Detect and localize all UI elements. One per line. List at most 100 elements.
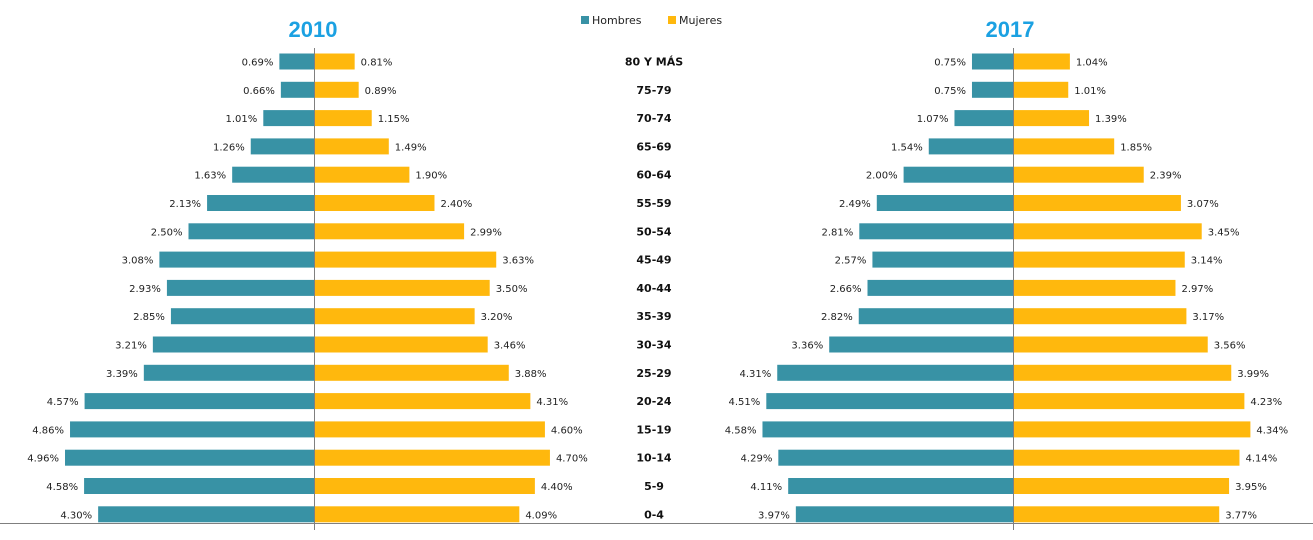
bar-hombres-2010-11 [143, 364, 314, 381]
bar-mujeres-2017-9 [1013, 308, 1187, 325]
age-group-label-10: 30-34 [636, 339, 672, 352]
data-label-hombres-2010-15: 4.58% [46, 482, 78, 493]
bar-mujeres-2017-1 [1013, 81, 1069, 98]
bar-mujeres-2010-14 [314, 449, 550, 466]
bar-mujeres-2010-16 [314, 506, 520, 523]
bar-hombres-2017-1 [971, 81, 1013, 98]
bar-mujeres-2010-11 [314, 364, 509, 381]
age-group-label-2: 70-74 [636, 112, 672, 125]
age-group-label-8: 40-44 [636, 282, 672, 295]
bar-hombres-2017-5 [876, 195, 1013, 211]
bar-hombres-2010-12 [84, 393, 314, 410]
bar-mujeres-2010-6 [314, 223, 465, 240]
data-label-hombres-2017-8: 2.66% [830, 284, 862, 295]
data-label-mujeres-2010-9: 3.20% [481, 312, 513, 323]
age-group-label-5: 55-59 [636, 197, 671, 210]
panel-title-2010: 2010 [289, 17, 338, 42]
data-label-hombres-2010-0: 0.69% [242, 58, 274, 69]
bar-hombres-2010-2 [263, 110, 314, 127]
data-label-hombres-2017-13: 4.58% [725, 425, 757, 436]
bar-mujeres-2017-4 [1013, 166, 1144, 183]
data-label-hombres-2017-15: 4.11% [750, 482, 782, 493]
data-label-hombres-2010-14: 4.96% [27, 454, 59, 465]
bar-hombres-2017-10 [829, 336, 1013, 353]
data-label-mujeres-2010-4: 1.90% [415, 171, 447, 182]
age-group-label-14: 10-14 [636, 452, 672, 465]
data-label-hombres-2010-10: 3.21% [115, 341, 147, 352]
bar-hombres-2010-13 [70, 421, 314, 438]
bar-mujeres-2010-3 [314, 138, 389, 155]
data-label-mujeres-2010-12: 4.31% [536, 397, 568, 408]
bar-mujeres-2010-10 [314, 336, 488, 353]
bar-mujeres-2010-5 [314, 195, 435, 211]
age-group-label-6: 50-54 [636, 225, 672, 238]
age-group-label-0: 80 Y MÁS [625, 56, 683, 69]
age-group-label-11: 25-29 [636, 367, 671, 380]
panel-2017: 2017 0.75% 1.04% 0.75% 1.01% 1.07% 1.39% 1.54%… [725, 17, 1288, 530]
bar-mujeres-2010-12 [314, 393, 531, 410]
data-label-mujeres-2017-14: 4.14% [1245, 454, 1277, 465]
data-label-hombres-2017-3: 1.54% [891, 142, 923, 153]
age-group-label-12: 20-24 [636, 395, 672, 408]
bar-hombres-2017-0 [971, 53, 1013, 70]
bar-hombres-2010-8 [166, 279, 314, 296]
data-label-mujeres-2017-8: 2.97% [1181, 284, 1213, 295]
data-label-mujeres-2017-11: 3.99% [1237, 369, 1269, 380]
bar-mujeres-2017-12 [1013, 393, 1245, 410]
bar-hombres-2017-14 [778, 449, 1013, 466]
data-label-mujeres-2017-13: 4.34% [1256, 425, 1288, 436]
bar-hombres-2017-15 [788, 478, 1013, 494]
data-label-mujeres-2017-5: 3.07% [1187, 199, 1219, 210]
data-label-hombres-2017-1: 0.75% [934, 86, 966, 97]
bar-mujeres-2017-10 [1013, 336, 1208, 353]
bar-mujeres-2010-13 [314, 421, 545, 438]
bar-hombres-2010-7 [159, 251, 314, 268]
bar-hombres-2017-3 [928, 138, 1013, 155]
bar-hombres-2010-0 [279, 53, 314, 70]
data-label-mujeres-2017-4: 2.39% [1150, 171, 1182, 182]
data-label-hombres-2017-0: 0.75% [934, 58, 966, 69]
bar-hombres-2010-6 [188, 223, 314, 240]
data-label-mujeres-2010-6: 2.99% [470, 227, 502, 238]
legend-swatch-mujeres [668, 16, 676, 24]
bar-mujeres-2017-6 [1013, 223, 1202, 240]
data-label-hombres-2010-13: 4.86% [32, 425, 64, 436]
bar-hombres-2010-14 [65, 449, 315, 466]
bar-hombres-2010-9 [170, 308, 314, 325]
bar-hombres-2010-15 [84, 478, 314, 494]
data-label-mujeres-2010-10: 3.46% [494, 341, 526, 352]
bar-hombres-2017-2 [954, 110, 1013, 127]
age-group-label-1: 75-79 [636, 84, 671, 97]
bar-hombres-2017-6 [859, 223, 1013, 240]
age-group-labels: 80 Y MÁS 75-79 70-74 65-69 60-64 55-59 50-54 45… [625, 56, 683, 522]
data-label-mujeres-2017-9: 3.17% [1192, 312, 1224, 323]
data-label-mujeres-2010-5: 2.40% [440, 199, 472, 210]
data-label-mujeres-2010-14: 4.70% [556, 454, 588, 465]
age-group-label-9: 35-39 [636, 310, 671, 323]
data-label-hombres-2017-7: 2.57% [835, 256, 867, 267]
bar-hombres-2010-5 [207, 195, 314, 211]
data-label-mujeres-2010-7: 3.63% [502, 256, 534, 267]
data-label-mujeres-2010-11: 3.88% [515, 369, 547, 380]
data-label-mujeres-2017-3: 1.85% [1120, 142, 1152, 153]
data-label-hombres-2010-11: 3.39% [106, 369, 138, 380]
data-label-hombres-2010-9: 2.85% [133, 312, 165, 323]
legend: Hombres Mujeres [581, 14, 722, 27]
bar-hombres-2017-9 [858, 308, 1013, 325]
age-group-label-3: 65-69 [636, 140, 671, 153]
bar-mujeres-2017-14 [1013, 449, 1240, 466]
data-label-hombres-2010-5: 2.13% [169, 199, 201, 210]
bar-mujeres-2010-2 [314, 110, 372, 127]
bar-mujeres-2010-15 [314, 478, 535, 494]
data-label-mujeres-2010-13: 4.60% [551, 425, 583, 436]
age-group-label-13: 15-19 [636, 423, 671, 436]
bar-hombres-2017-7 [872, 251, 1013, 268]
bar-mujeres-2017-3 [1013, 138, 1115, 155]
data-label-hombres-2017-2: 1.07% [917, 114, 949, 125]
age-group-label-7: 45-49 [636, 254, 671, 267]
bar-hombres-2010-1 [280, 81, 314, 98]
age-group-label-15: 5-9 [644, 480, 664, 493]
bar-mujeres-2010-7 [314, 251, 497, 268]
bar-hombres-2010-3 [250, 138, 314, 155]
